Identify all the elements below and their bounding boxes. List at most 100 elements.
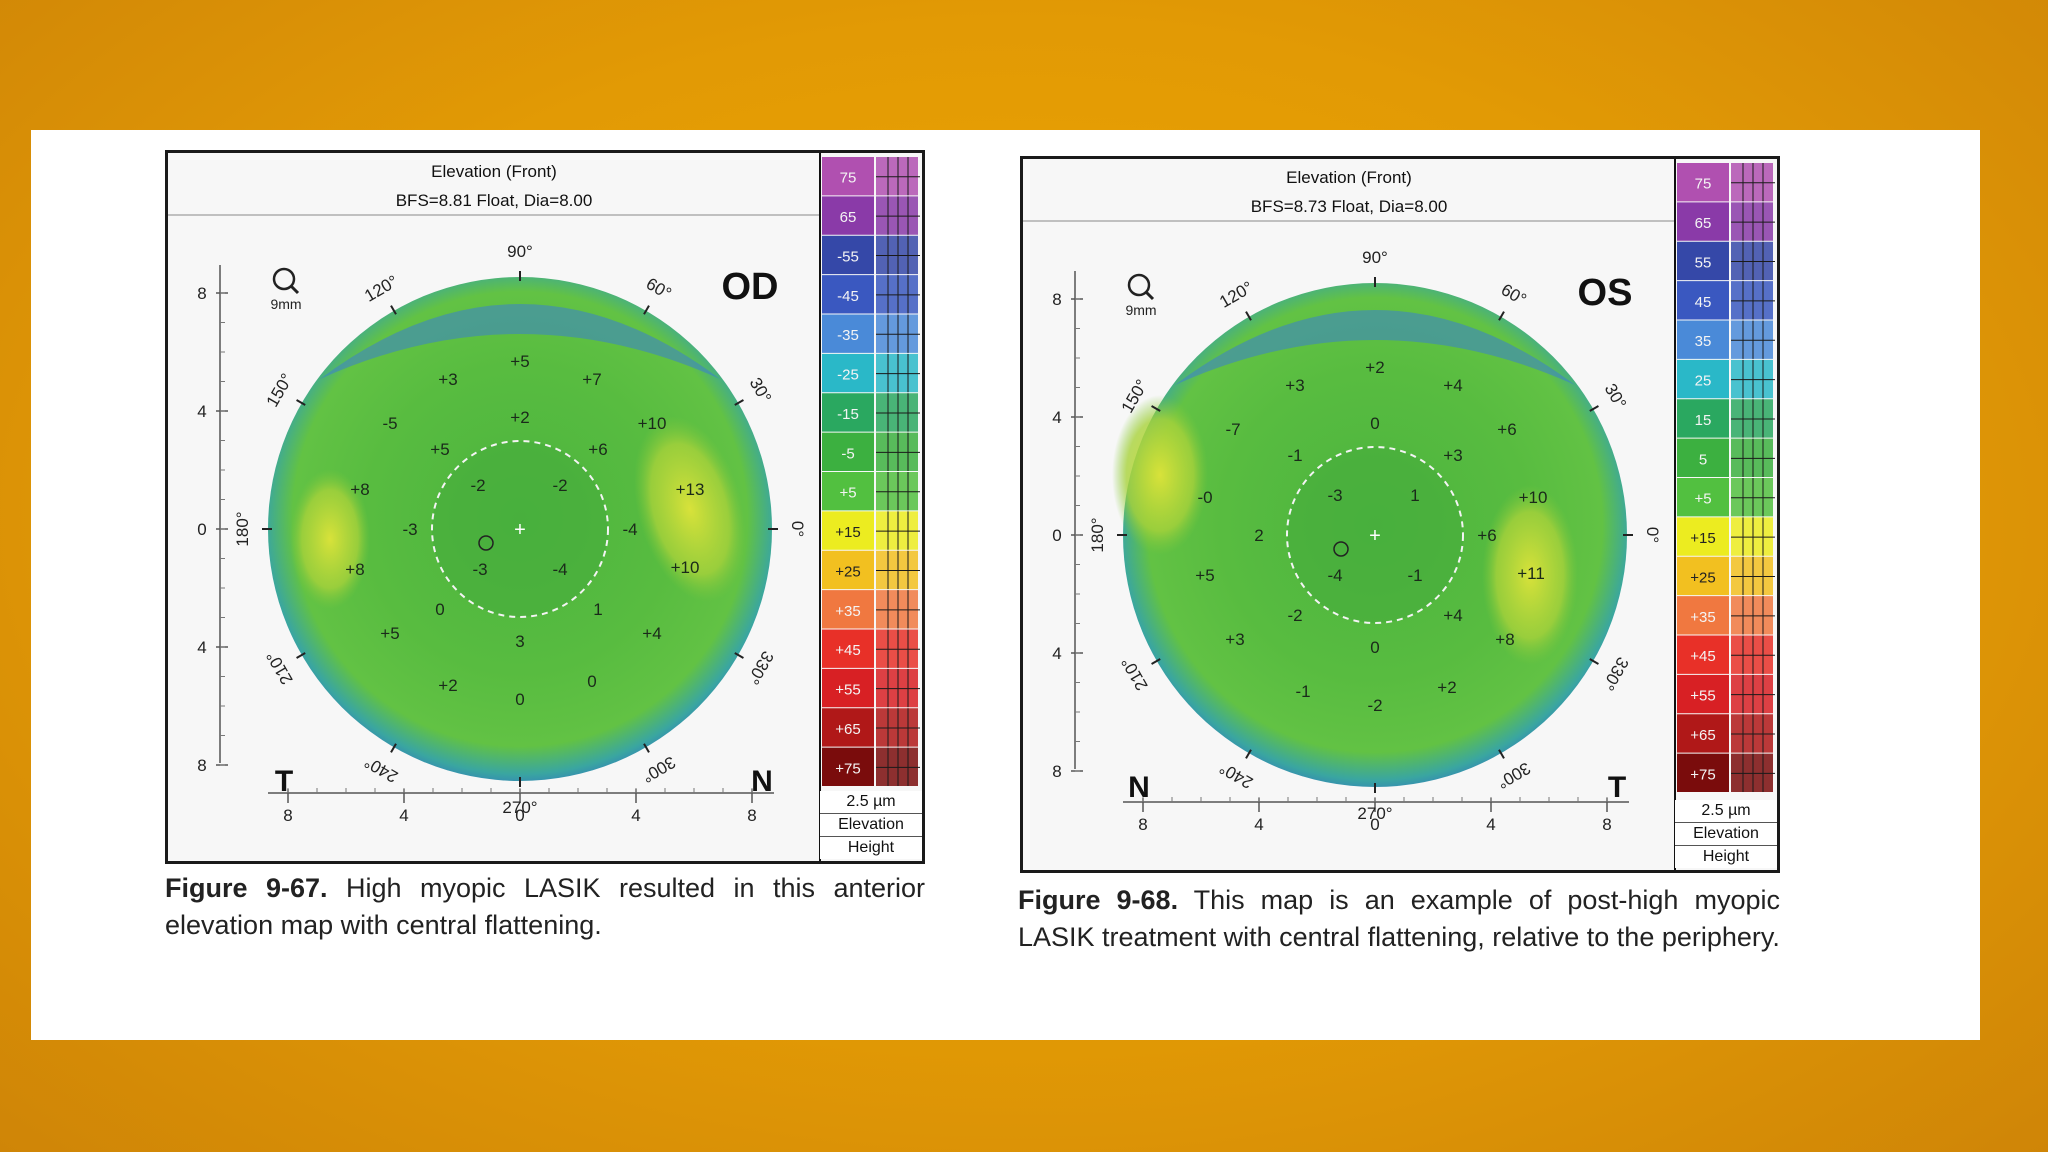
cornea-blue-cap [1175, 310, 1575, 385]
treatment-zone-fill [1287, 447, 1463, 623]
elevation-value: -3 [1327, 486, 1342, 505]
x-axis-label: 4 [399, 806, 408, 825]
elevation-value: +5 [380, 624, 399, 643]
scale-value-label: 55 [1695, 254, 1712, 271]
meridian-tick [1245, 311, 1252, 321]
scale-value-label: -35 [837, 327, 859, 344]
x-axis-label: 4 [1254, 815, 1263, 834]
meridian-angle-label: 90° [507, 242, 533, 261]
elevation-value: -2 [1367, 696, 1382, 715]
elevation-value: -1 [1407, 566, 1422, 585]
scale-swatch [822, 235, 874, 275]
meridian-angle-label: 30° [746, 374, 775, 406]
scale-value-label: +25 [1690, 569, 1715, 586]
y-axis-label: 8 [1052, 762, 1061, 781]
x-axis-label: 8 [1138, 815, 1147, 834]
scale-units: 2.5 µm [1701, 802, 1751, 819]
y-axis-label: 0 [1052, 526, 1061, 545]
scale-value-label: 25 [1695, 373, 1712, 390]
scale-value-label: +75 [835, 760, 860, 777]
elevation-map-os: Elevation (Front) BFS=8.73 Float, Dia=8.… [1020, 156, 1780, 873]
scale-value-label: +75 [1690, 766, 1715, 783]
figure-caption-9-68: Figure 9-68. This map is an example of p… [1018, 882, 1780, 956]
elevation-value: -0 [1197, 488, 1212, 507]
scale-swatch [1677, 556, 1729, 596]
meridian-angle-label: 180° [1088, 517, 1107, 552]
scale-swatch [822, 708, 874, 747]
apex-marker: + [514, 519, 526, 541]
slide-panel: Elevation (Front) BFS=8.81 Float, Dia=8.… [31, 130, 1980, 1040]
scale-value-label: -55 [837, 248, 859, 265]
x-axis: 8 4 0 4 8 [268, 788, 774, 825]
scale-value-label: 65 [840, 209, 857, 226]
meridian-tick [1151, 405, 1161, 412]
scale-value-label: 75 [840, 170, 857, 187]
scale-value-label: -45 [837, 288, 859, 305]
elevation-value: -3 [472, 560, 487, 579]
x-axis-label: 8 [283, 806, 292, 825]
scale-value-label: +25 [835, 563, 860, 580]
elevation-value: -1 [1295, 682, 1310, 701]
map-title-block: Elevation (Front) BFS=8.81 Float, Dia=8.… [168, 157, 820, 215]
meridian-tick [1151, 658, 1161, 665]
color-scale-footer: 2.5 µm Elevation Height [1675, 800, 1777, 868]
meridian-angle-label: 120° [1216, 278, 1256, 312]
elevation-value: +8 [1495, 630, 1514, 649]
scale-swatch [1677, 674, 1729, 714]
scale-value-label: -15 [837, 406, 859, 423]
scale-footer-height: Height [1675, 845, 1777, 868]
meridian-angle-label: 210° [263, 648, 297, 688]
cornea-blue-cap [320, 304, 720, 379]
meridian-angle-label: 0° [1643, 527, 1662, 543]
elevation-value: -2 [1287, 606, 1302, 625]
scale-value-label: +55 [1690, 688, 1715, 705]
pupil-center-marker [1333, 541, 1349, 557]
scale-value-label: +5 [839, 485, 856, 502]
y-axis-label: 0 [197, 520, 206, 539]
magnifier-icon [272, 267, 300, 295]
scale-swatch [1677, 399, 1729, 438]
elevation-value: 0 [515, 690, 524, 709]
meridian-tick [1589, 658, 1599, 665]
magnifier-icon [1127, 273, 1155, 301]
elevation-value: 0 [1370, 414, 1379, 433]
scale-footer-elevation: Elevation [820, 813, 922, 836]
scale-value-label: -25 [837, 367, 859, 384]
meridian-tick [1498, 311, 1505, 321]
elevation-value: +6 [1477, 526, 1496, 545]
elevation-value: +3 [1443, 446, 1462, 465]
elevation-value: -3 [402, 520, 417, 539]
elevation-value: -5 [382, 414, 397, 433]
map-subtitle: BFS=8.81 Float, Dia=8.00 [395, 191, 593, 210]
y-axis-label: 4 [197, 402, 206, 421]
scale-value-label: +15 [1690, 530, 1715, 547]
scale-footer-height: Height [820, 836, 922, 859]
orientation-letter-right: N [751, 765, 773, 798]
elevation-value: +13 [676, 480, 705, 499]
scale-swatch [1677, 320, 1729, 359]
scale-value-label: +65 [1690, 727, 1715, 744]
meridian-angle-label: 240° [361, 752, 401, 786]
meridian-angle-label: 60° [1498, 280, 1530, 309]
x-axis-label: 8 [1602, 815, 1611, 834]
scale-swatch [822, 353, 874, 393]
meridian-tick [1245, 749, 1252, 759]
elevation-value: 0 [1370, 638, 1379, 657]
elevation-value: +11 [1517, 564, 1545, 583]
meridian-angle-label: 240° [1216, 758, 1256, 792]
elevation-value: +8 [350, 480, 369, 499]
map-title: Elevation (Front) [431, 162, 557, 181]
meridian-angle-label: 210° [1118, 654, 1152, 694]
scale-value-label: +35 [1690, 609, 1715, 626]
scale-swatch [822, 196, 874, 235]
scale-units: 2.5 µm [846, 793, 896, 810]
y-axis: 8 4 0 4 8 [1052, 271, 1083, 781]
elevation-value: +6 [1497, 420, 1516, 439]
meridian-angle-label: 150° [263, 370, 297, 410]
elevation-value: +7 [582, 370, 601, 389]
elevation-value: +2 [1365, 358, 1384, 377]
scale-swatch [1677, 635, 1729, 674]
meridian-tick [390, 305, 397, 315]
elevation-value: 1 [1410, 486, 1419, 505]
x-axis-label: 8 [747, 806, 756, 825]
